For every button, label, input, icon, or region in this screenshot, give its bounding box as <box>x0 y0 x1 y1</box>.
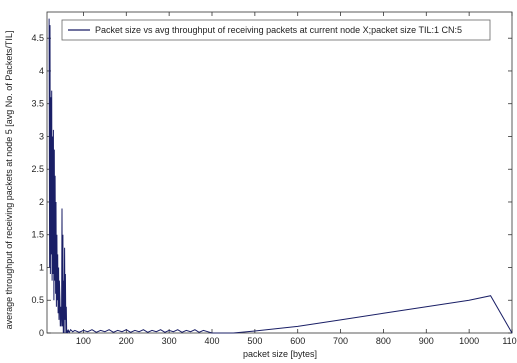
plot-frame <box>46 11 513 334</box>
legend-box <box>61 19 491 41</box>
x-tick-label: 900 <box>419 336 434 346</box>
x-tick-label: 200 <box>119 336 134 346</box>
x-tick-label: 300 <box>162 336 177 346</box>
y-tick-label: 1.5 <box>31 230 44 240</box>
plot-area-border <box>46 11 513 334</box>
x-tick-label: 700 <box>333 336 348 346</box>
y-axis-title: average throughput of receiving packets … <box>4 31 14 330</box>
x-tick-label: 100 <box>76 336 91 346</box>
y-tick-label: 3 <box>39 131 44 141</box>
y-axis: 0 0.5 1 1.5 2 2.5 3 3.5 4 4.5 <box>31 33 512 338</box>
series-line <box>48 18 513 334</box>
y-tick-label: 3.5 <box>31 99 44 109</box>
y-tick-label: 0 <box>39 328 44 338</box>
legend-label: Packet size vs avg throughput of receivi… <box>95 25 462 35</box>
x-tick-label: 800 <box>376 336 391 346</box>
y-tick-label: 0.5 <box>31 295 44 305</box>
series-layer <box>48 18 513 334</box>
x-tick-label: 1000 <box>459 336 479 346</box>
y-tick-label: 2.5 <box>31 164 44 174</box>
legend: Packet size vs avg throughput of receivi… <box>61 19 491 41</box>
y-tick-label: 4 <box>39 66 44 76</box>
y-tick-label: 4.5 <box>31 33 44 43</box>
y-tick-label: 2 <box>39 197 44 207</box>
x-tick-label: 400 <box>204 336 219 346</box>
x-tick-label: 600 <box>290 336 305 346</box>
x-tick-label: 500 <box>247 336 262 346</box>
y-tick-label: 1 <box>39 262 44 272</box>
x-axis-title: packet size [bytes] <box>243 349 317 359</box>
